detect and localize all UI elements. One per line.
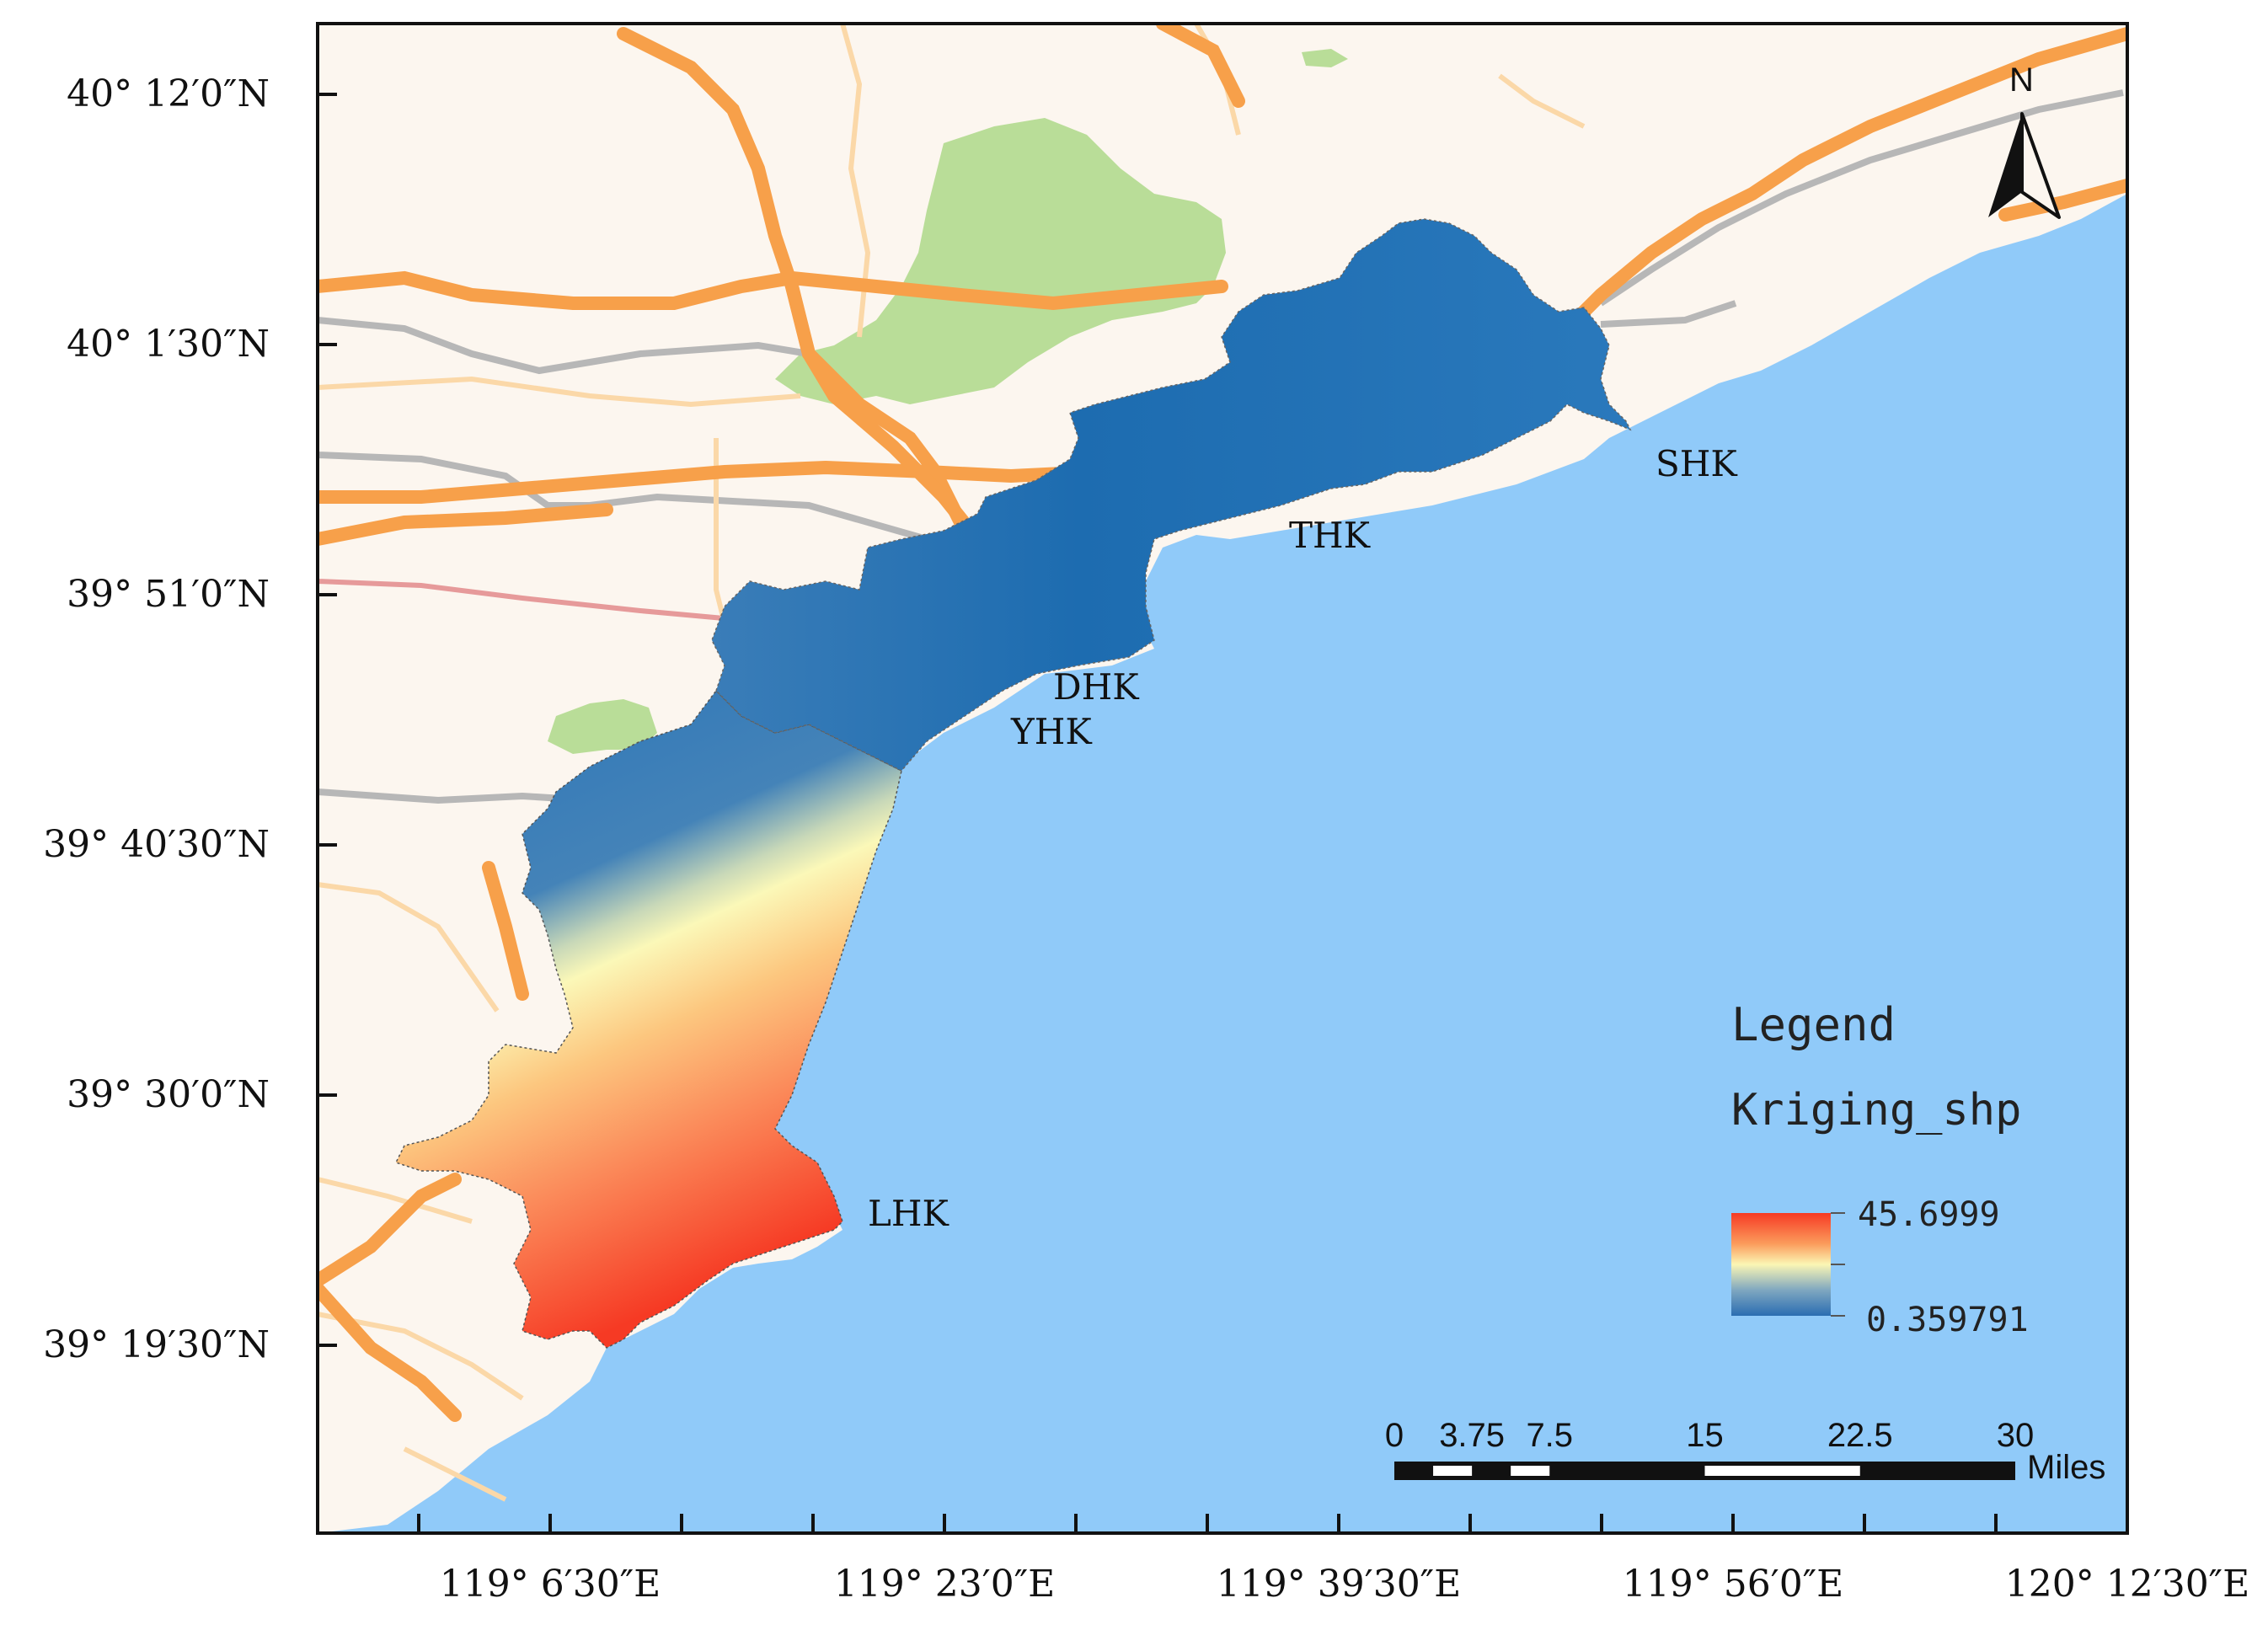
place-label-lhk: LHK bbox=[868, 1193, 950, 1234]
legend-title: Legend bbox=[1731, 998, 1896, 1051]
scale-bar-tick-label: 0 bbox=[1385, 1417, 1404, 1454]
lat-label: 40° 12′0″N bbox=[67, 72, 270, 115]
lat-label: 39° 30′0″N bbox=[67, 1073, 270, 1116]
legend-min-value: 0.359791 bbox=[1866, 1301, 2029, 1339]
place-label-dhk: DHK bbox=[1053, 666, 1140, 708]
longitude-axis: 119° 6′30″E 119° 23′0″E 119° 39′30″E 119° 5… bbox=[417, 1514, 2250, 1606]
sea-area bbox=[318, 194, 2127, 1533]
place-label-yhk: YHK bbox=[1010, 711, 1093, 752]
kriging-surface-south bbox=[394, 689, 902, 1349]
lat-label: 39° 19′30″N bbox=[43, 1323, 270, 1366]
scale-bar-unit: Miles bbox=[2027, 1449, 2105, 1486]
place-label-thk: THK bbox=[1289, 515, 1372, 556]
park-area-top bbox=[1302, 49, 1348, 67]
lon-label: 119° 56′0″E bbox=[1623, 1563, 1844, 1606]
scale-bar-tick-label: 15 bbox=[1686, 1417, 1724, 1454]
map-area bbox=[318, 24, 2127, 1533]
latitude-axis: 40° 12′0″N 40° 1′30″N 39° 51′0″N 39° 40′30″… bbox=[43, 72, 337, 1366]
lon-label: 120° 12′30″E bbox=[2005, 1563, 2250, 1606]
scale-bar-tick-label: 7.5 bbox=[1526, 1417, 1573, 1454]
scale-bar-segment bbox=[1511, 1466, 1550, 1476]
north-arrow-label: N bbox=[2009, 61, 2034, 99]
kriging-surface-north bbox=[711, 218, 1632, 772]
park-area bbox=[775, 118, 1226, 404]
scale-bar-tick-label: 30 bbox=[1997, 1417, 2035, 1454]
lat-label: 40° 1′30″N bbox=[67, 323, 270, 366]
north-arrow-icon bbox=[1988, 112, 2061, 219]
highways bbox=[318, 24, 2127, 1422]
scale-bar-tick-label: 3.75 bbox=[1439, 1417, 1505, 1454]
railway-red bbox=[318, 579, 734, 622]
scale-bar-segment bbox=[1433, 1466, 1473, 1476]
scale-bar-segment bbox=[1704, 1466, 1860, 1476]
lon-label: 119° 23′0″E bbox=[834, 1563, 1056, 1606]
lat-label: 39° 51′0″N bbox=[67, 573, 270, 616]
lon-label: 119° 39′30″E bbox=[1217, 1563, 1462, 1606]
place-label-shk: SHK bbox=[1656, 443, 1738, 484]
legend-max-value: 45.6999 bbox=[1858, 1195, 2000, 1234]
legend-layer-name: Kriging_shp bbox=[1731, 1085, 2021, 1136]
map-frame bbox=[316, 22, 2129, 1535]
park-area-small bbox=[548, 699, 657, 754]
legend: Legend Kriging_shp 45.6999 0.359791 bbox=[1731, 998, 2029, 1339]
legend-color-ramp bbox=[1731, 1213, 1831, 1316]
lat-label: 39° 40′30″N bbox=[43, 823, 270, 866]
lon-label: 119° 6′30″E bbox=[440, 1563, 661, 1606]
north-arrow: N bbox=[1988, 61, 2061, 219]
scale-bar-tick-label: 22.5 bbox=[1827, 1417, 1893, 1454]
